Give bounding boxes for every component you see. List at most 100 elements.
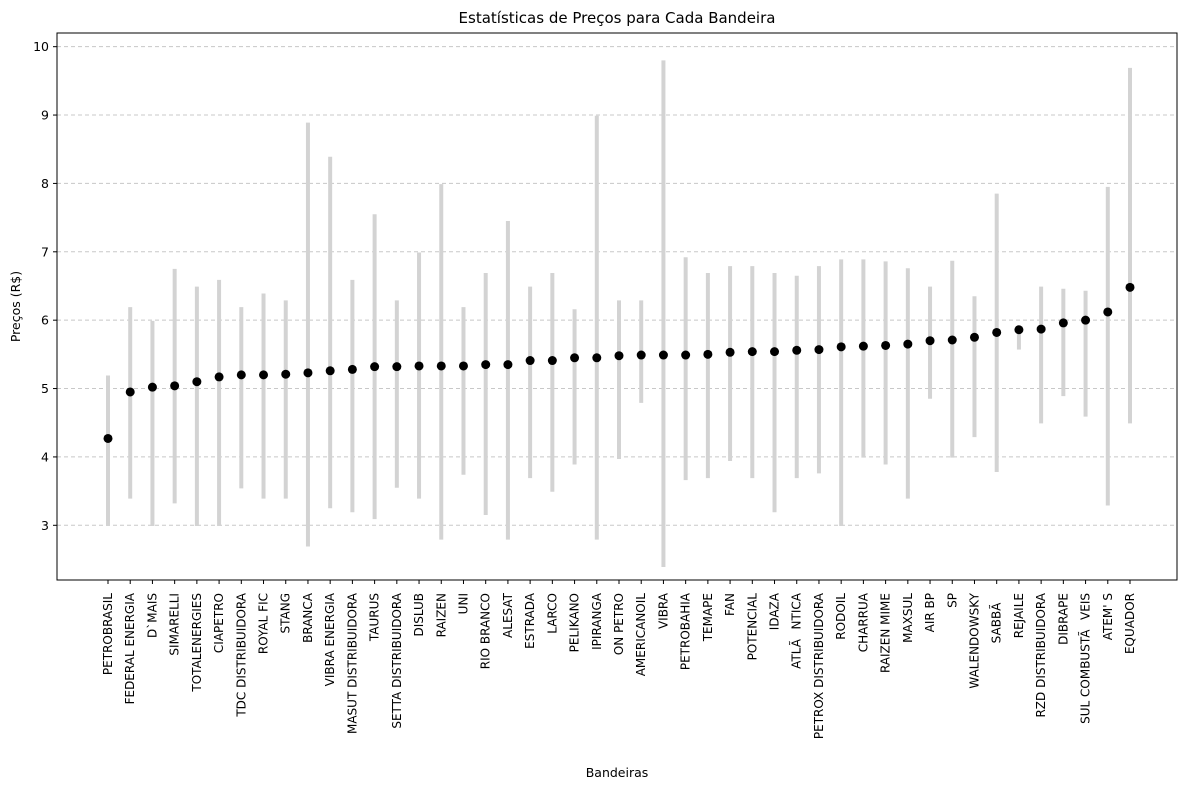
x-tick-label: TEMAPE bbox=[701, 593, 715, 642]
mean-price-point bbox=[881, 340, 891, 350]
mean-price-point bbox=[792, 345, 802, 355]
x-tick-label: WALENDOWSKY bbox=[967, 592, 981, 688]
mean-price-point bbox=[969, 332, 979, 342]
mean-price-point bbox=[170, 381, 180, 391]
x-tick-label: LARCO bbox=[545, 593, 559, 634]
mean-price-point bbox=[1036, 324, 1046, 334]
y-tick-label: 4 bbox=[41, 449, 49, 464]
x-tick-label: PELIKANO bbox=[568, 593, 582, 652]
x-tick-label: BRANCA bbox=[301, 592, 315, 643]
mean-price-point bbox=[947, 335, 957, 345]
mean-price-point bbox=[592, 353, 602, 363]
x-tick-label: CIAPETRO bbox=[212, 593, 226, 653]
x-tick-label: ATEM' S bbox=[1101, 593, 1115, 640]
mean-price-point bbox=[636, 350, 646, 360]
mean-price-point bbox=[325, 366, 335, 376]
mean-price-points bbox=[103, 282, 1135, 443]
x-tick-label: RZD DISTRIBUIDORA bbox=[1034, 592, 1048, 717]
x-tick-label: IDAZA bbox=[768, 592, 782, 630]
x-tick-label: FEDERAL ENERGIA bbox=[123, 592, 137, 704]
chart-title: Estatísticas de Preços para Cada Bandeir… bbox=[459, 9, 776, 27]
x-tick-label: D`MAIS bbox=[145, 593, 159, 638]
x-tick-label: PETROX DISTRIBUIDORA bbox=[812, 592, 826, 739]
mean-price-point bbox=[814, 345, 824, 355]
mean-price-point bbox=[392, 362, 402, 372]
x-tick-label: TAURUS bbox=[368, 593, 382, 642]
y-tick-label: 8 bbox=[41, 176, 49, 191]
x-tick-label: ESTRADA bbox=[523, 592, 537, 649]
mean-price-point bbox=[103, 433, 113, 443]
x-tick-label: SP bbox=[945, 593, 959, 608]
y-tick-label: 5 bbox=[41, 381, 49, 396]
mean-price-point bbox=[481, 360, 491, 370]
price-range-bars bbox=[106, 60, 1132, 568]
plot-frame bbox=[56, 32, 1178, 581]
x-tick-label: AMERICANOIL bbox=[634, 593, 648, 677]
x-tick-label: SIMARELLI bbox=[168, 593, 182, 656]
mean-price-point bbox=[347, 364, 357, 374]
mean-price-point bbox=[436, 361, 446, 371]
y-tick-label: 7 bbox=[41, 244, 49, 259]
x-tick-label: EQUADOR bbox=[1123, 593, 1137, 654]
x-tick-label: REJAILE bbox=[1012, 593, 1026, 638]
mean-price-point bbox=[503, 360, 513, 370]
mean-price-point bbox=[458, 361, 468, 371]
y-tick-label: 6 bbox=[41, 313, 49, 328]
y-tick-label: 9 bbox=[41, 108, 49, 123]
x-tick-label: MASUT DISTRIBUIDORA bbox=[345, 592, 359, 734]
x-tick-label: RAIZEN MIME bbox=[879, 593, 893, 673]
mean-price-point bbox=[836, 342, 846, 352]
x-tick-label: PETROBRASIL bbox=[101, 593, 115, 675]
x-tick-label: ATLÃNTICA bbox=[789, 592, 804, 669]
mean-price-point bbox=[1125, 282, 1135, 292]
mean-price-point bbox=[858, 341, 868, 351]
x-tick-label: IPIRANGA bbox=[590, 592, 604, 650]
mean-price-point bbox=[147, 382, 157, 392]
mean-price-point bbox=[214, 372, 224, 382]
mean-price-point bbox=[658, 350, 668, 360]
x-tick-label: ALESAT bbox=[501, 592, 515, 638]
mean-price-point bbox=[570, 353, 580, 363]
x-tick-label: RODOIL bbox=[834, 593, 848, 640]
mean-price-point bbox=[747, 347, 757, 357]
x-tick-label: ROYAL FIC bbox=[257, 593, 271, 654]
mean-price-point bbox=[703, 349, 713, 359]
mean-price-point bbox=[770, 347, 780, 357]
x-tick-label: TOTALENERGIES bbox=[190, 593, 204, 693]
mean-price-point bbox=[1014, 325, 1024, 335]
x-tick-label: MAXSUL bbox=[901, 593, 915, 643]
mean-price-point bbox=[1103, 307, 1113, 317]
mean-price-point bbox=[281, 369, 291, 379]
mean-price-point bbox=[192, 377, 202, 387]
x-tick-label: CHARRUA bbox=[856, 592, 870, 652]
x-tick-label: RIO BRANCO bbox=[479, 593, 493, 669]
x-tick-label: SUL COMBUSTÃVEIS bbox=[1078, 593, 1093, 724]
y-axis: 3 4 5 6 7 8 9 10 bbox=[33, 39, 57, 533]
mean-price-point bbox=[1081, 315, 1091, 325]
x-tick-label: SABBÃ bbox=[989, 593, 1004, 643]
mean-price-point bbox=[992, 327, 1002, 337]
y-tick-label: 10 bbox=[33, 39, 49, 54]
x-tick-label: FAN bbox=[723, 593, 737, 616]
mean-price-point bbox=[236, 370, 246, 380]
mean-price-point bbox=[725, 347, 735, 357]
y-axis-label: Preços (R$) bbox=[8, 271, 23, 342]
x-axis-label: Bandeiras bbox=[586, 765, 649, 780]
x-tick-label: SETTA DISTRIBUIDORA bbox=[390, 592, 404, 728]
x-tick-label: TDC DISTRIBUIDORA bbox=[234, 592, 248, 717]
mean-price-point bbox=[370, 362, 380, 372]
x-tick-label: RAIZEN bbox=[434, 593, 448, 637]
mean-price-point bbox=[547, 356, 557, 366]
x-tick-label: ON PETRO bbox=[612, 593, 626, 655]
mean-price-point bbox=[125, 387, 135, 397]
x-tick-label: POTENCIAL bbox=[745, 593, 759, 661]
x-tick-label: VIBRA bbox=[656, 592, 670, 629]
mean-price-point bbox=[614, 351, 624, 361]
x-axis: PETROBRASIL FEDERAL ENERGIA D`MAIS SIMARELL… bbox=[101, 580, 1137, 739]
x-tick-label: DISLUB bbox=[412, 593, 426, 637]
mean-price-point bbox=[925, 336, 935, 346]
mean-price-point bbox=[303, 368, 313, 378]
x-tick-label: UNI bbox=[456, 593, 470, 614]
